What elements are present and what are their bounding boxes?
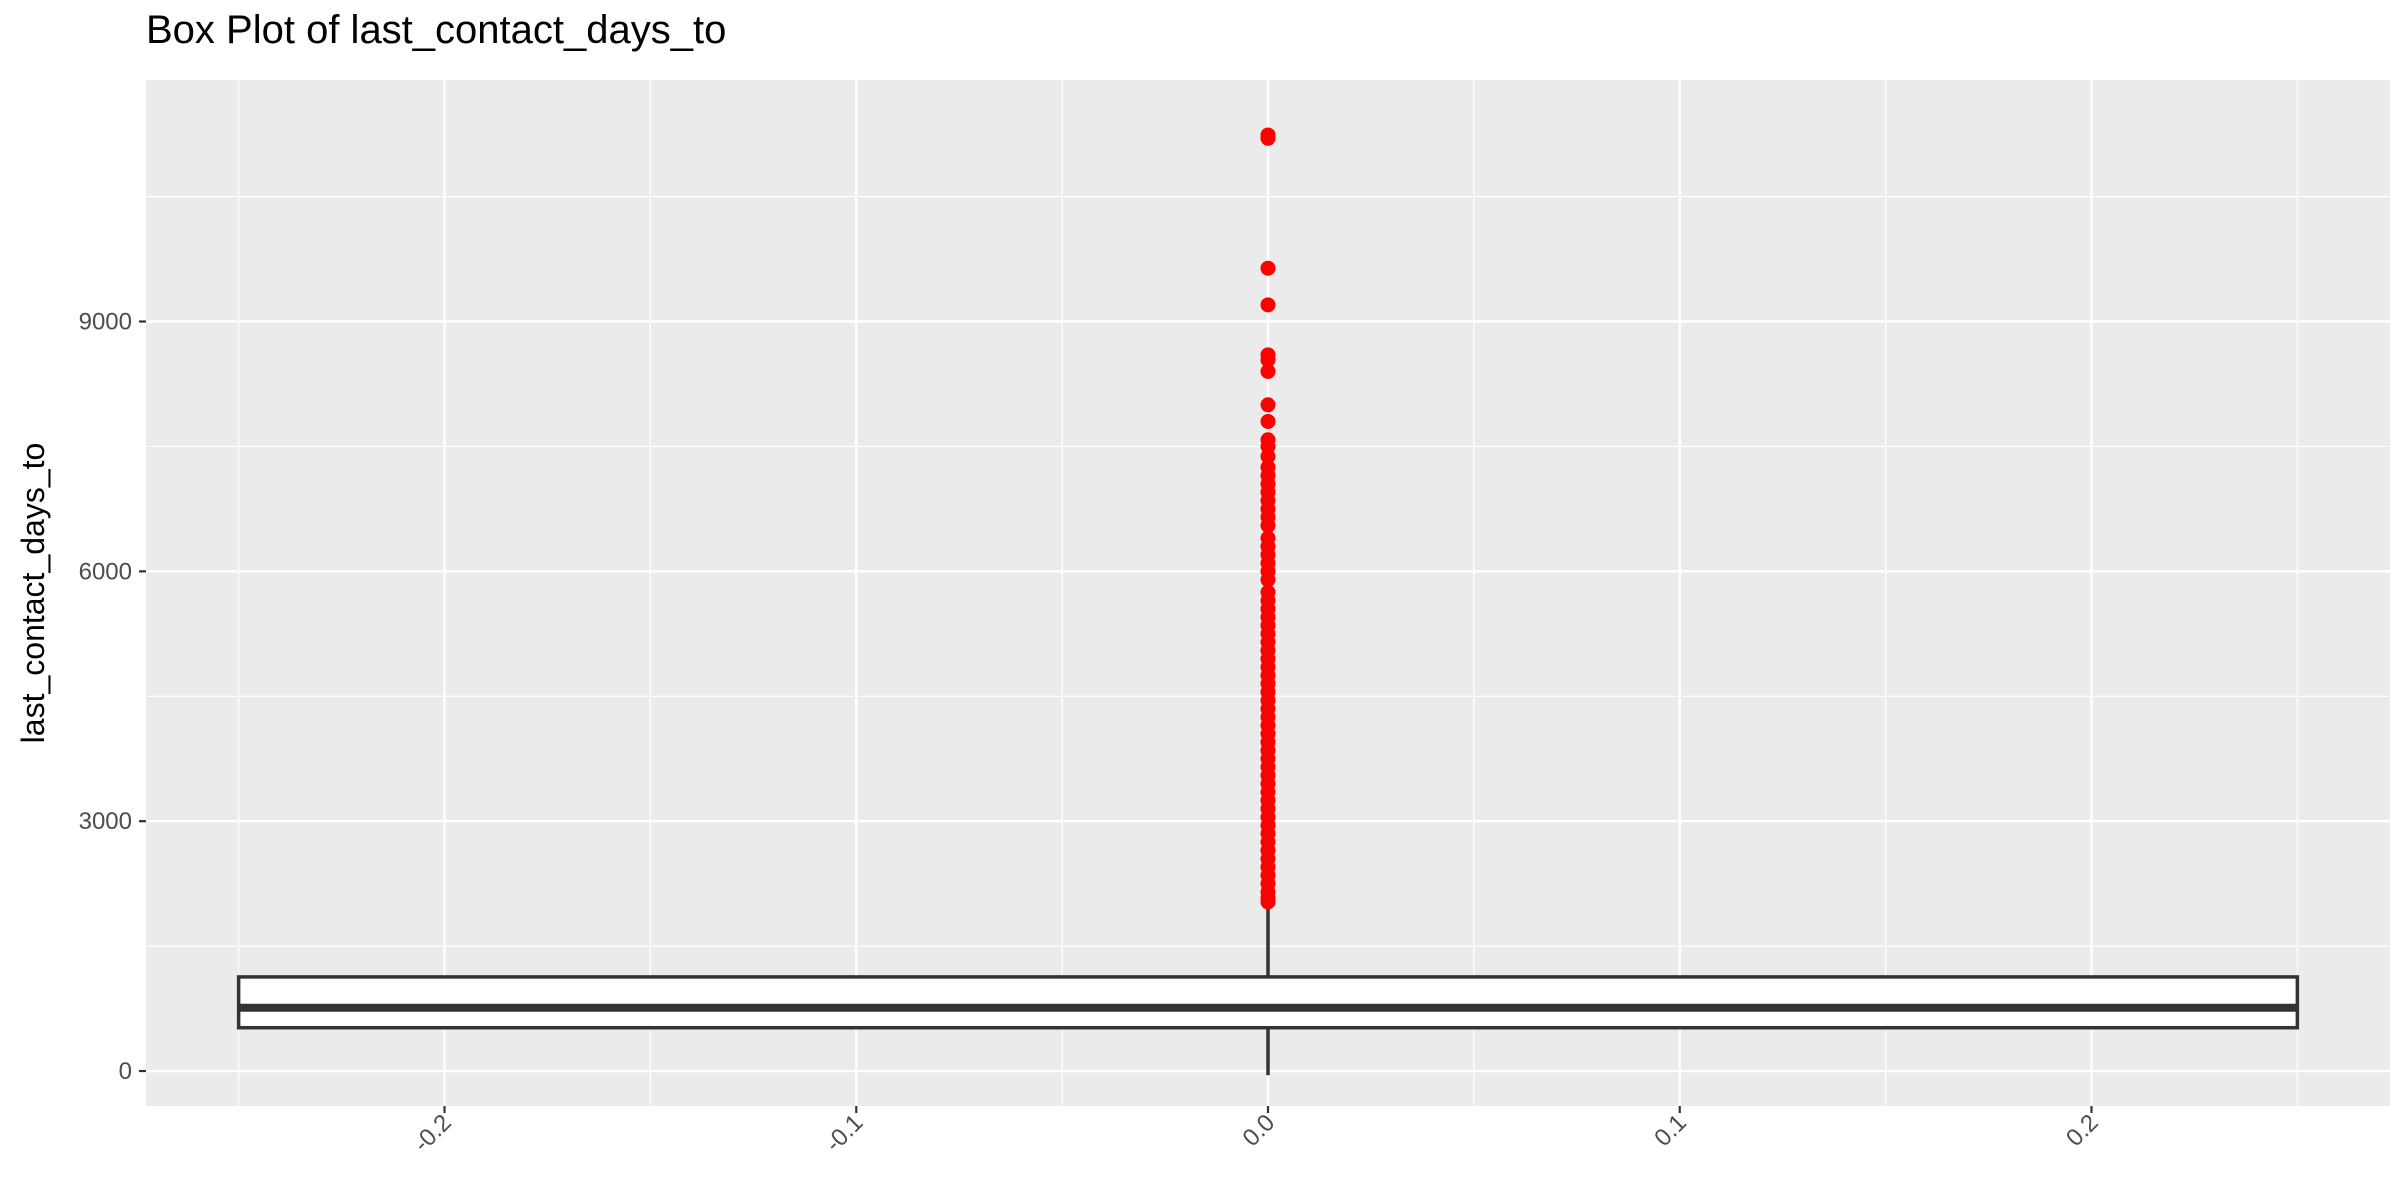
x-tick-label: -0.1 [820, 1109, 868, 1157]
outlier-point [1260, 448, 1276, 464]
outlier-point [1260, 297, 1276, 313]
outlier-point [1260, 413, 1276, 429]
outlier-point [1260, 572, 1276, 588]
outlier-point [1260, 352, 1276, 368]
box-layer [236, 904, 2300, 1076]
y-tick-label: 3000 [79, 808, 132, 835]
box-iqr [236, 975, 2300, 1030]
y-axis-title: last_contact_days_to [15, 443, 51, 744]
outlier-point [1260, 518, 1276, 534]
x-tick-label: 0.0 [1238, 1109, 1281, 1152]
x-tick-label: 0.1 [1649, 1109, 1692, 1152]
chart-title: Box Plot of last_contact_days_to [146, 8, 727, 52]
y-tick-label: 0 [119, 1058, 132, 1085]
y-tick-label: 6000 [79, 558, 132, 585]
outlier-point [1260, 260, 1276, 276]
outlier-point [1260, 130, 1276, 146]
outlier-point [1260, 363, 1276, 379]
x-tick-label: 0.2 [2061, 1109, 2104, 1152]
x-tick-label: -0.2 [408, 1109, 456, 1157]
outlier-point [1260, 894, 1276, 910]
outlier-layer [1260, 127, 1276, 910]
y-tick-label: 9000 [79, 309, 132, 336]
outlier-point [1260, 397, 1276, 413]
